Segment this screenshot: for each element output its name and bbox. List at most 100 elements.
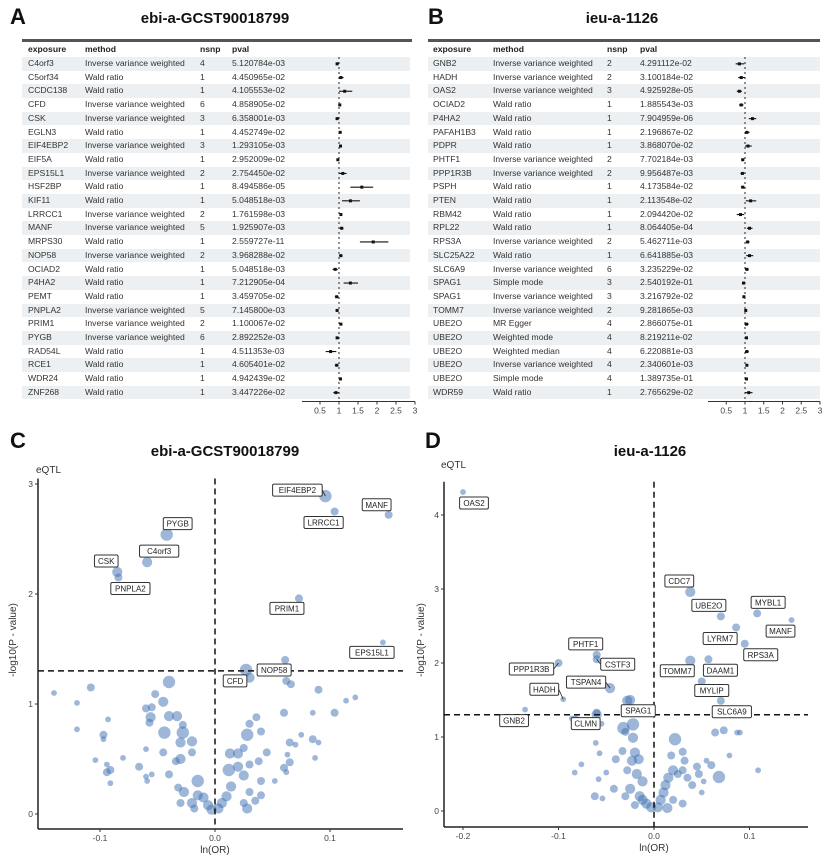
cell-pval: 5.048518e-03 (232, 263, 286, 274)
table-row: PAFAH1B3 Wald ratio 1 2.196867e-02 (428, 126, 820, 140)
table-row: KIF11 Wald ratio 1 5.048518e-03 (22, 194, 410, 208)
data-point (625, 783, 636, 794)
cell-nsnp: 3 (607, 85, 612, 96)
cell-nsnp: 1 (200, 126, 205, 137)
x-tick-label: 3 (413, 406, 418, 416)
table-row: EIF4EBP2 Inverse variance weighted 3 1.2931… (22, 139, 410, 153)
or-point (737, 62, 741, 66)
data-point (107, 780, 114, 787)
cell-pval: 3.447226e-02 (232, 386, 286, 397)
column-header-nsnp: nsnp (200, 44, 221, 55)
cell-method: Inverse variance weighted (85, 318, 185, 329)
cell-pval: 1.885543e-03 (640, 99, 694, 110)
or-point (745, 336, 748, 340)
data-point (86, 683, 95, 692)
point-label: OAS2 (459, 496, 489, 510)
cell-exposure: MRPS30 (28, 236, 63, 247)
cell-exposure: OAS2 (433, 85, 456, 96)
cell-pval: 4.942439e-02 (232, 373, 286, 384)
point-label: DAAM1 (702, 663, 738, 677)
cell-pval: 3.235229e-02 (640, 263, 694, 274)
data-point (92, 757, 99, 763)
cell-nsnp: 2 (200, 249, 205, 260)
label-box (568, 637, 604, 651)
table-row: SLC25A22 Wald ratio 1 6.641885e-03 (428, 248, 820, 263)
y-axis-label: -log10(P - value) (8, 603, 19, 677)
label-text: TOMM7 (663, 667, 692, 676)
data-point (667, 751, 676, 760)
point-label: TOMM7 (659, 664, 695, 678)
panel-letter-a: A (10, 4, 26, 29)
data-point-manf (788, 617, 795, 623)
cell-method: Wald ratio (85, 290, 124, 301)
cell-pval: 9.281865e-03 (640, 304, 694, 315)
cell-nsnp: 1 (607, 386, 612, 397)
label-box (162, 517, 193, 531)
cell-nsnp: 6 (607, 263, 612, 274)
cell-nsnp: 4 (607, 332, 612, 342)
x-tick-label: 0.0 (648, 831, 660, 841)
cell-exposure: WDR59 (433, 386, 464, 397)
cell-method: Inverse variance weighted (85, 112, 185, 123)
label-box (570, 717, 601, 731)
data-point (222, 763, 235, 777)
data-point (711, 728, 720, 737)
label-text: SLC6A9 (717, 708, 747, 717)
data-point (142, 704, 150, 713)
table-row: SLC6A9 Inverse variance weighted 6 3.235229… (428, 263, 820, 277)
cell-nsnp: 1 (200, 236, 205, 247)
data-point (241, 728, 254, 741)
table-row: PPP1R3B Inverse variance weighted 2 9.95648… (428, 166, 820, 181)
label-box (702, 663, 738, 677)
cell-nsnp: 2 (200, 167, 205, 178)
table-header: exposure method nsnp pval (428, 43, 820, 57)
data-point (283, 769, 290, 776)
label-text: PNPLA2 (115, 585, 146, 594)
cell-exposure: UBE2O (433, 373, 463, 384)
cell-exposure: PAFAH1B3 (433, 126, 476, 137)
table-row: UBE2O Simple mode 4 1.389735e-01 (428, 372, 820, 386)
cell-method: MR Egger (493, 318, 532, 329)
or-point (338, 103, 342, 107)
cell-nsnp: 1 (200, 345, 205, 356)
cell-method: Inverse variance weighted (493, 304, 593, 315)
data-point (165, 770, 173, 779)
point-label: MYLIP (694, 684, 730, 697)
cell-nsnp: 2 (607, 167, 612, 178)
cell-nsnp: 1 (607, 195, 612, 205)
data-point (105, 716, 111, 723)
panel-subtitle: eQTL (36, 465, 61, 476)
cell-method: Wald ratio (85, 126, 124, 137)
cell-pval: 3.968288e-02 (232, 249, 286, 260)
cell-method: Wald ratio (493, 99, 532, 110)
cell-method: Wald ratio (85, 386, 124, 397)
label-text: LYRM7 (707, 634, 734, 643)
data-point (599, 795, 606, 802)
cell-nsnp: 1 (607, 126, 612, 137)
label-box (765, 624, 796, 638)
point-label: CDC7 (664, 574, 695, 588)
cell-pval: 3.100184e-02 (640, 71, 694, 82)
label-text: UBE2O (695, 601, 722, 610)
cell-exposure: GNB2 (433, 58, 457, 68)
cell-pval: 3.868070e-02 (640, 140, 694, 151)
data-point (623, 766, 632, 775)
data-point (257, 727, 265, 736)
cell-method: Wald ratio (493, 208, 532, 219)
or-point (744, 308, 748, 312)
data-point (637, 776, 648, 787)
cell-nsnp: 1 (200, 153, 205, 164)
label-box (702, 631, 738, 645)
data-point (700, 778, 707, 785)
label-text: MYBL1 (755, 598, 782, 607)
data-point-tomm7 (685, 655, 696, 666)
table-row: SPAG1 Simple mode 3 2.540192e-01 (428, 276, 820, 290)
label-box (508, 662, 555, 676)
label-text: EPS15L1 (355, 648, 389, 657)
data-point (178, 786, 190, 798)
or-point (745, 377, 748, 381)
data-point-pnpla2 (114, 573, 123, 582)
cell-method: Wald ratio (85, 85, 124, 96)
